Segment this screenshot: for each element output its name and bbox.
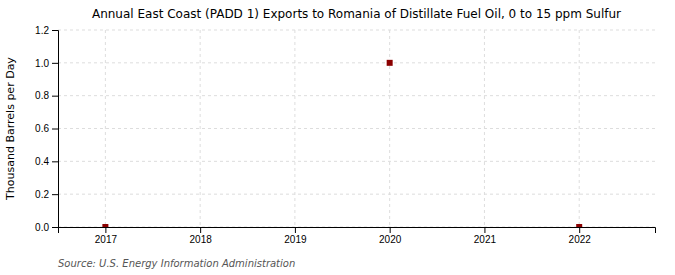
grid-line-y	[58, 194, 655, 195]
points	[102, 60, 582, 227]
x-tick-mark	[390, 227, 391, 233]
y-axis-label: Thousand Barrels per Day	[4, 57, 17, 201]
grid-line-y	[58, 128, 655, 129]
x-tick: 2018	[190, 227, 213, 245]
x-tick-mark	[105, 227, 106, 233]
y-tick-label: 0.6	[35, 123, 49, 134]
y-tick-label: 0.0	[35, 222, 49, 233]
y-tick: 0.8	[35, 90, 58, 101]
x-tick: 2017	[95, 227, 118, 245]
x-axis-line	[59, 228, 656, 234]
title: Annual East Coast (PADD 1) Exports to Ro…	[92, 7, 621, 21]
y-tick: 0.2	[35, 189, 58, 200]
x-tick-mark	[579, 227, 580, 233]
y-tick-mark	[52, 30, 58, 31]
chart: 2017 2018 2019 2020 2021 2022 0.0 0.2 0.4 0.6 0.8 1…	[0, 0, 675, 275]
x-tick-label: 2017	[95, 234, 118, 245]
x-tick-mark	[200, 227, 201, 233]
y-tick-label: 0.2	[35, 189, 49, 200]
y-tick: 0.0	[35, 222, 58, 233]
x-axis: 2017 2018 2019 2020 2021 2022	[59, 227, 656, 245]
grid	[58, 30, 655, 227]
y-tick: 0.6	[35, 123, 58, 134]
x-tick-label: 2022	[569, 234, 592, 245]
x-tick: 2020	[379, 227, 402, 245]
x-tick: 2019	[284, 227, 307, 245]
source-note: Source: U.S. Energy Information Administ…	[58, 258, 295, 269]
x-tick-label: 2020	[379, 234, 402, 245]
y-tick-mark	[52, 63, 58, 64]
grid-line-y	[58, 30, 655, 31]
grid-line-x	[579, 30, 580, 227]
y-tick-mark	[52, 129, 58, 130]
x-tick: 2021	[474, 227, 497, 245]
point	[576, 224, 582, 227]
y-axis: 0.0 0.2 0.4 0.6 0.8 1.0 1.2	[35, 25, 58, 233]
x-tick-mark	[295, 227, 296, 233]
plot-area: 2017 2018 2019 2020 2021 2022 0.0 0.2 0.4 0.6 0.8 1…	[35, 25, 655, 245]
y-tick: 1.0	[35, 58, 58, 69]
point	[102, 224, 108, 227]
grid-line-y	[58, 161, 655, 162]
y-axis-line	[52, 31, 59, 228]
grid-line-y	[58, 95, 655, 96]
point	[387, 60, 393, 66]
grid-line-x	[200, 30, 201, 227]
x-tick-mark	[484, 227, 485, 233]
x-tick: 2022	[569, 227, 592, 245]
x-tick-label: 2018	[190, 234, 213, 245]
y-tick-mark	[52, 161, 58, 162]
x-tick-label: 2021	[474, 234, 497, 245]
y-tick-mark	[52, 96, 58, 97]
y-tick-mark	[52, 227, 58, 228]
grid-line-y	[58, 62, 655, 63]
y-tick-label: 1.2	[35, 25, 49, 36]
grid-line-x	[105, 30, 106, 227]
y-tick-mark	[52, 194, 58, 195]
y-tick-label: 0.8	[35, 90, 49, 101]
x-tick-label: 2019	[284, 234, 307, 245]
y-tick-label: 0.4	[35, 156, 49, 167]
y-tick: 0.4	[35, 156, 58, 167]
y-tick-label: 1.0	[35, 58, 49, 69]
y-tick: 1.2	[35, 25, 58, 36]
